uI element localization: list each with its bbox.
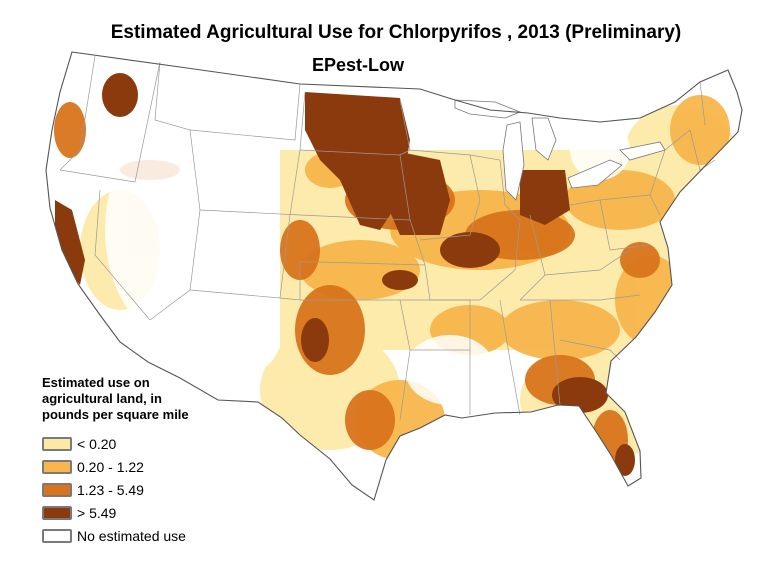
legend-swatch [42, 482, 72, 497]
map-subtitle: EPest-Low [312, 55, 405, 75]
legend-label: < 0.20 [77, 435, 117, 452]
legend-label: 0.20 - 1.22 [77, 458, 144, 475]
state-boundaries [59, 55, 716, 421]
legend-label: No estimated use [77, 527, 186, 544]
legend-item-medium: 1.23 - 5.49 [42, 478, 242, 501]
legend-title: Estimated use on agricultural land, in p… [42, 375, 189, 422]
legend-swatch [42, 505, 72, 520]
legend-item-none: No estimated use [42, 524, 242, 547]
legend-swatch [42, 459, 72, 474]
legend-swatch [42, 528, 72, 543]
legend-item-lowest: < 0.20 [42, 432, 242, 455]
legend-label: > 5.49 [77, 504, 117, 521]
legend-label: 1.23 - 5.49 [77, 481, 144, 498]
map-title: Estimated Agricultural Use for Chlorpyri… [110, 22, 682, 43]
legend-item-low: 0.20 - 1.22 [42, 455, 242, 478]
legend-swatch [42, 436, 72, 451]
legend-item-high: > 5.49 [42, 501, 242, 524]
legend: Estimated use on agricultural land, in p… [42, 375, 242, 547]
